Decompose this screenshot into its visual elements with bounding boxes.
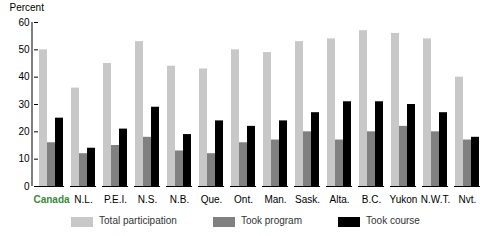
svg-text:Percent: Percent bbox=[10, 2, 45, 13]
svg-text:Nvt.: Nvt. bbox=[459, 194, 477, 205]
svg-text:10: 10 bbox=[18, 153, 30, 164]
svg-text:P.E.I.: P.E.I. bbox=[104, 194, 127, 205]
svg-text:Alta.: Alta. bbox=[329, 194, 349, 205]
svg-text:20: 20 bbox=[18, 126, 30, 137]
svg-text:Man.: Man. bbox=[264, 194, 286, 205]
svg-text:N.W.T.: N.W.T. bbox=[421, 194, 450, 205]
svg-text:N.B.: N.B. bbox=[170, 194, 189, 205]
svg-text:30: 30 bbox=[18, 99, 30, 110]
svg-text:Sask.: Sask. bbox=[295, 194, 320, 205]
svg-text:50: 50 bbox=[18, 44, 30, 55]
svg-text:N.L.: N.L. bbox=[74, 194, 92, 205]
svg-text:Yukon: Yukon bbox=[390, 194, 418, 205]
html-text:Took course: Took course bbox=[366, 215, 420, 227]
svg-text:60: 60 bbox=[18, 17, 30, 28]
svg-text:B.C.: B.C. bbox=[362, 194, 381, 205]
html-text:Total participation: Total participation bbox=[99, 215, 177, 227]
svg-text:40: 40 bbox=[18, 71, 30, 82]
html-text:Took program: Took program bbox=[240, 215, 302, 227]
svg-text:Ont.: Ont. bbox=[234, 194, 253, 205]
svg-text:Que.: Que. bbox=[201, 194, 223, 205]
svg-text:0: 0 bbox=[24, 181, 30, 192]
svg-text:Canada: Canada bbox=[33, 194, 70, 205]
svg-text:N.S.: N.S. bbox=[138, 194, 157, 205]
